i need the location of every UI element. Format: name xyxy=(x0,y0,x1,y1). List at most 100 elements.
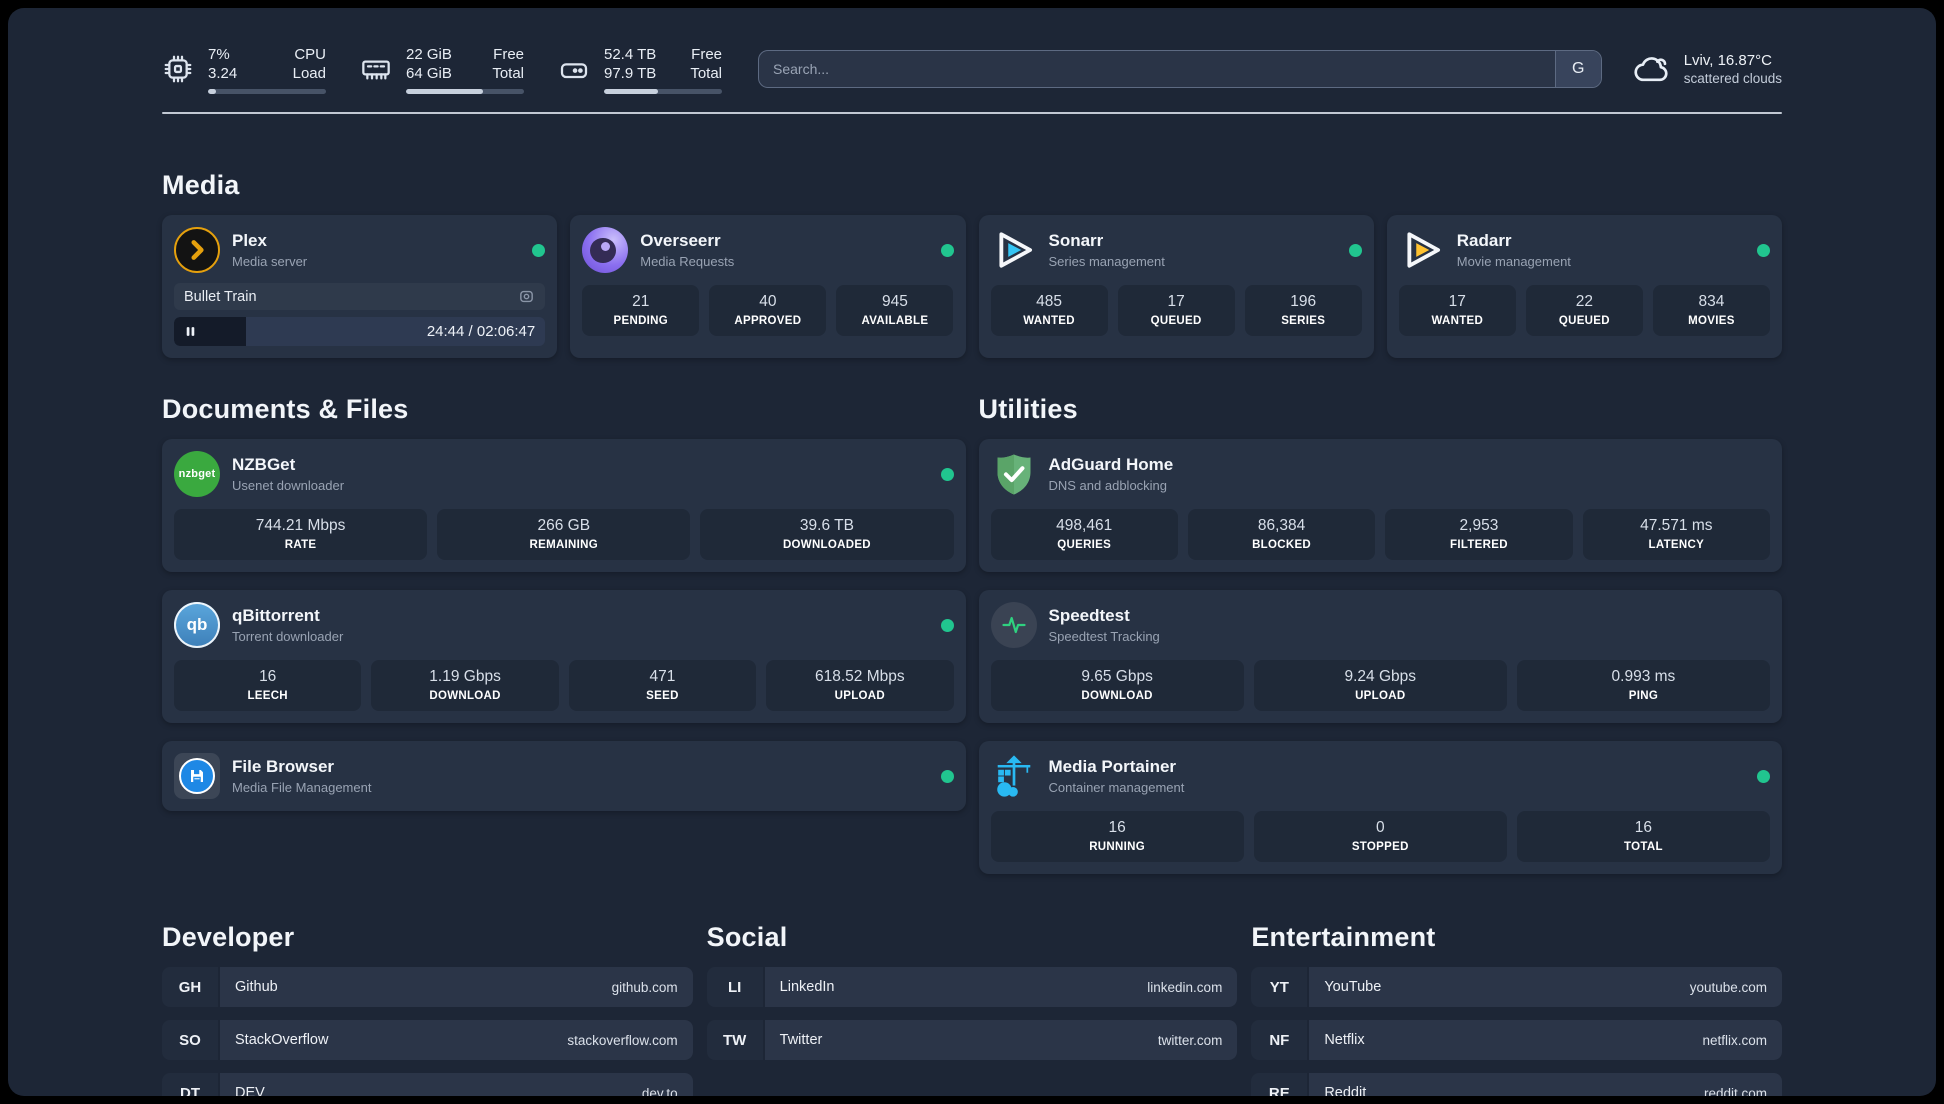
disk-total-value: 97.9 TB xyxy=(604,65,657,82)
stat-tile: 40 APPROVED xyxy=(709,285,827,336)
bookmark-name: DEV xyxy=(235,1085,265,1096)
playback-progress-fill xyxy=(174,317,247,346)
plex-icon xyxy=(174,227,220,273)
ram-free-value: 22 GiB xyxy=(406,45,452,63)
bookmark-github[interactable]: GH Github github.com xyxy=(162,967,693,1007)
app-desc: Media server xyxy=(232,254,308,269)
status-dot xyxy=(1348,243,1362,257)
system-stats: 7% 3.24 CPU Load xyxy=(162,45,722,94)
cpu-load-label: Load xyxy=(292,65,326,82)
now-playing-row: Bullet Train xyxy=(174,283,546,310)
bookmark-dev[interactable]: DT DEV dev.to xyxy=(162,1073,693,1096)
bookmark-abbr: RE xyxy=(1251,1073,1308,1096)
cpu-icon xyxy=(162,53,194,85)
bookmark-twitter[interactable]: TW Twitter twitter.com xyxy=(706,1020,1238,1060)
stat-tile: 2,953 FILTERED xyxy=(1385,509,1573,560)
bookmark-stackoverflow[interactable]: SO StackOverflow stackoverflow.com xyxy=(162,1020,693,1060)
stat-tile: 498,461 QUERIES xyxy=(990,509,1178,560)
app-card-overseerr[interactable]: Overseerr Media Requests 21 PENDING 40 A… xyxy=(570,215,966,358)
app-desc: Series management xyxy=(1048,254,1165,269)
status-dot xyxy=(940,769,954,783)
stat-tile: 485 WANTED xyxy=(990,285,1108,336)
adguard-icon xyxy=(991,451,1037,497)
disk-progress-track xyxy=(604,88,722,94)
bookmark-name: Twitter xyxy=(779,1032,823,1048)
stat-tile: 22 QUEUED xyxy=(1525,285,1643,336)
app-card-portainer[interactable]: Media Portainer Container management 16 … xyxy=(978,741,1782,874)
storage-stat: 52.4 TB 97.9 TB Free Total xyxy=(558,45,722,94)
app-name: Sonarr xyxy=(1048,231,1104,250)
app-card-radarr[interactable]: Radarr Movie management 17 WANTED 22 QUE… xyxy=(1386,215,1782,358)
app-card-nzbget[interactable]: nzbget NZBGet Usenet downloader 744.21 M… xyxy=(162,439,966,572)
bookmark-reddit[interactable]: RE Reddit reddit.com xyxy=(1251,1073,1782,1096)
app-card-adguard[interactable]: AdGuard Home DNS and adblocking 498,461 … xyxy=(978,439,1782,572)
app-card-speedtest[interactable]: Speedtest Speedtest Tracking 9.65 Gbps D… xyxy=(978,590,1782,723)
app-name: Media Portainer xyxy=(1048,757,1177,776)
stat-tile: 16 RUNNING xyxy=(990,811,1244,862)
bookmark-url: stackoverflow.com xyxy=(567,1032,678,1048)
app-desc: Movie management xyxy=(1456,254,1571,269)
ram-total-value: 64 GiB xyxy=(406,65,452,82)
cloud-icon xyxy=(1632,49,1672,89)
bookmark-group-social: Social LI LinkedIn linkedin.com TW Twitt… xyxy=(706,922,1238,1096)
cpu-progress-fill xyxy=(208,88,217,94)
disk-total-label: Total xyxy=(690,65,722,82)
app-card-sonarr[interactable]: Sonarr Series management 485 WANTED 17 Q… xyxy=(978,215,1374,358)
weather-location: Lviv, 16.87°C xyxy=(1683,52,1772,69)
app-card-plex[interactable]: Plex Media server Bullet Train xyxy=(162,215,558,358)
bookmark-abbr: NF xyxy=(1251,1020,1308,1060)
app-desc: Container management xyxy=(1048,780,1185,795)
stat-tile: 744.21 Mbps RATE xyxy=(174,509,428,560)
weather-condition: scattered clouds xyxy=(1683,71,1782,86)
stat-tile: 47.571 ms LATENCY xyxy=(1582,509,1770,560)
bookmark-url: dev.to xyxy=(641,1085,678,1097)
cpu-stat: 7% 3.24 CPU Load xyxy=(162,45,326,94)
bookmark-youtube[interactable]: YT YouTube youtube.com xyxy=(1251,967,1782,1007)
cpu-load-value: 3.24 xyxy=(208,65,238,82)
search-input[interactable] xyxy=(759,51,1555,87)
app-card-filebrowser[interactable]: File Browser Media File Management xyxy=(162,741,966,811)
bookmark-netflix[interactable]: NF Netflix netflix.com xyxy=(1251,1020,1782,1060)
app-desc: Media Requests xyxy=(640,254,735,269)
bookmark-linkedin[interactable]: LI LinkedIn linkedin.com xyxy=(706,967,1238,1007)
bookmark-name: YouTube xyxy=(1324,979,1382,995)
cpu-label: CPU xyxy=(294,45,326,63)
stat-tile: 21 PENDING xyxy=(582,285,700,336)
disk-icon xyxy=(558,53,590,85)
ram-progress-fill xyxy=(406,88,483,94)
app-desc: DNS and adblocking xyxy=(1048,478,1168,493)
status-dot xyxy=(1757,243,1770,257)
bookmark-abbr: TW xyxy=(706,1020,763,1060)
stat-tile: 0.993 ms PING xyxy=(1516,660,1771,711)
section-title-media: Media xyxy=(162,170,240,200)
bookmark-abbr: YT xyxy=(1251,967,1308,1007)
stat-tile: 834 MOVIES xyxy=(1652,285,1770,336)
header-divider xyxy=(162,112,1782,114)
stat-tile: 618.52 Mbps UPLOAD xyxy=(766,660,954,711)
ram-progress-track xyxy=(406,88,524,94)
status-dot xyxy=(940,618,954,632)
bookmark-name: Netflix xyxy=(1324,1032,1365,1048)
bookmark-abbr: LI xyxy=(706,967,763,1007)
section-title-entertainment: Entertainment xyxy=(1251,922,1436,952)
stat-tile: 266 GB REMAINING xyxy=(437,509,691,560)
search-engine-button[interactable]: G xyxy=(1554,51,1601,87)
pause-button[interactable] xyxy=(184,325,197,338)
bookmark-abbr: GH xyxy=(162,967,218,1007)
bookmark-url: youtube.com xyxy=(1689,979,1767,995)
app-card-qbittorrent[interactable]: qb qBittorrent Torrent downloader 16 LEE… xyxy=(162,590,966,723)
bookmark-name: Github xyxy=(235,979,278,995)
bookmark-abbr: DT xyxy=(162,1073,218,1096)
playback-progress: 24:44 / 02:06:47 xyxy=(174,317,546,346)
status-dot xyxy=(940,467,954,481)
bookmark-url: github.com xyxy=(611,979,678,995)
cpu-usage-value: 7% xyxy=(208,45,230,63)
bookmark-url: reddit.com xyxy=(1703,1085,1767,1097)
bookmark-name: Reddit xyxy=(1324,1085,1367,1096)
stat-tile: 17 QUEUED xyxy=(1117,285,1235,336)
status-dot xyxy=(940,243,954,257)
stat-tile: 39.6 TB DOWNLOADED xyxy=(700,509,954,560)
stat-tile: 16 LEECH xyxy=(174,660,362,711)
bookmark-group-entertainment: Entertainment YT YouTube youtube.com NF … xyxy=(1251,922,1782,1096)
stat-tile: 1.19 Gbps DOWNLOAD xyxy=(371,660,559,711)
